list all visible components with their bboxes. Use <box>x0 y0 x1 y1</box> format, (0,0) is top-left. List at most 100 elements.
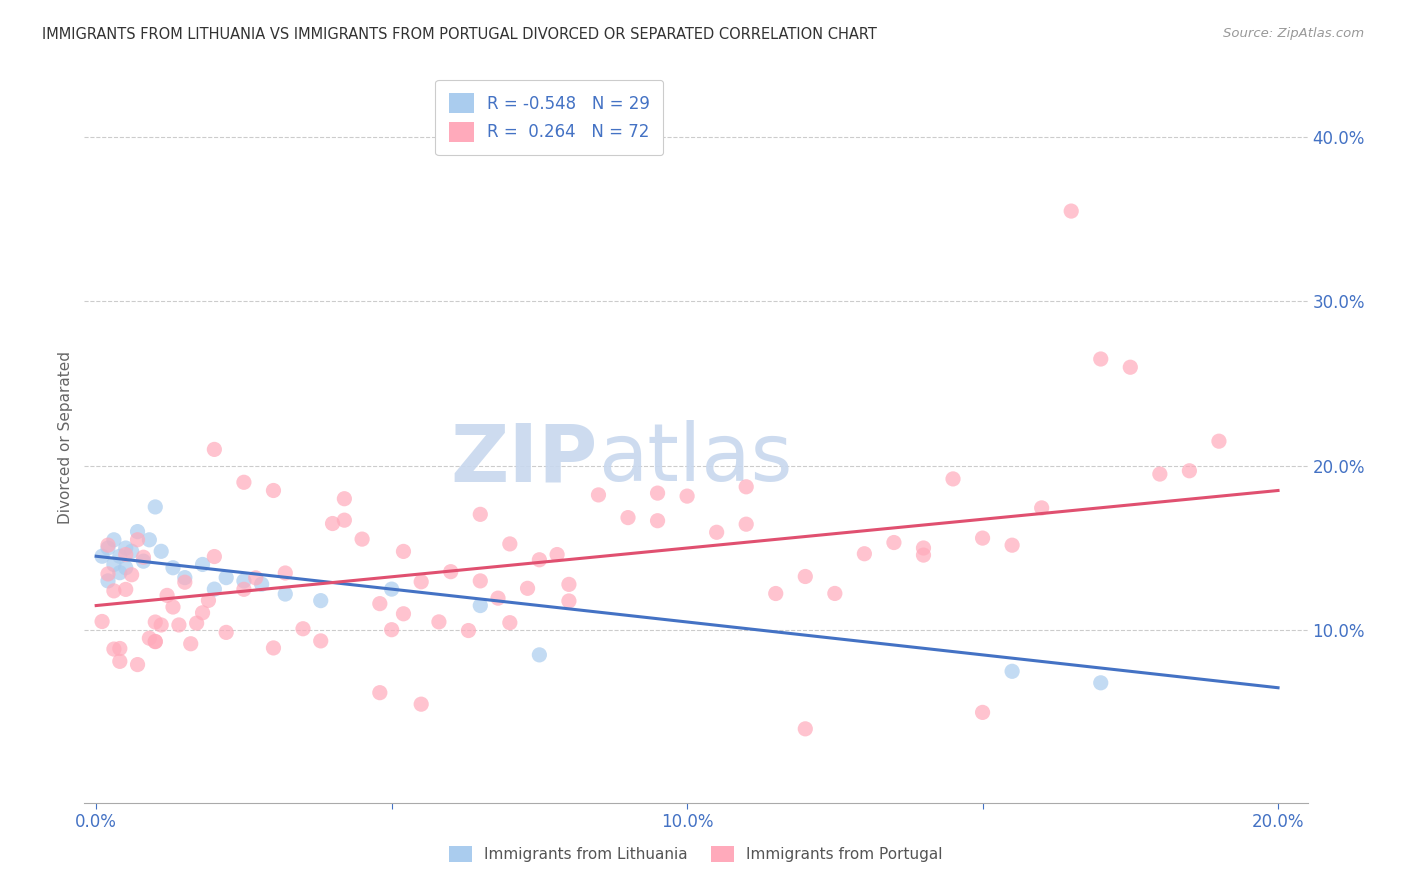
Point <box>309 593 332 607</box>
Point <box>392 544 415 558</box>
Point <box>232 475 254 490</box>
Point <box>470 599 492 613</box>
Point <box>156 588 179 602</box>
Point <box>1149 467 1171 481</box>
Point <box>97 574 120 588</box>
Point <box>1060 204 1083 219</box>
Point <box>558 594 581 608</box>
Point <box>352 532 374 546</box>
Point <box>1001 538 1024 552</box>
Point <box>114 582 136 597</box>
Point <box>411 697 433 711</box>
Point <box>150 544 173 558</box>
Point <box>108 641 131 656</box>
Point <box>309 633 332 648</box>
Point <box>486 591 509 606</box>
Point <box>411 574 433 589</box>
Point <box>186 616 208 631</box>
Point <box>114 548 136 562</box>
Point <box>853 547 876 561</box>
Point <box>457 624 479 638</box>
Point <box>108 654 131 668</box>
Point <box>333 513 356 527</box>
Point <box>162 600 184 615</box>
Point <box>180 637 202 651</box>
Text: IMMIGRANTS FROM LITHUANIA VS IMMIGRANTS FROM PORTUGAL DIVORCED OR SEPARATED CORR: IMMIGRANTS FROM LITHUANIA VS IMMIGRANTS … <box>42 27 877 42</box>
Point <box>942 472 965 486</box>
Point <box>1031 500 1053 515</box>
Point <box>114 560 136 574</box>
Point <box>368 597 391 611</box>
Point <box>191 606 214 620</box>
Point <box>381 582 404 596</box>
Point <box>735 480 758 494</box>
Point <box>232 582 254 597</box>
Point <box>143 634 166 648</box>
Point <box>97 566 120 581</box>
Point <box>546 548 568 562</box>
Point <box>883 535 905 549</box>
Point <box>108 549 131 564</box>
Point <box>1119 360 1142 375</box>
Point <box>676 489 699 503</box>
Y-axis label: Divorced or Separated: Divorced or Separated <box>58 351 73 524</box>
Point <box>173 571 195 585</box>
Point <box>108 566 131 580</box>
Point <box>1208 434 1230 449</box>
Point <box>103 583 125 598</box>
Point <box>197 593 219 607</box>
Point <box>162 560 184 574</box>
Point <box>972 531 994 545</box>
Point <box>127 533 149 547</box>
Point <box>274 566 297 580</box>
Point <box>138 533 160 547</box>
Point <box>647 486 669 500</box>
Point <box>292 622 315 636</box>
Point <box>150 618 173 632</box>
Point <box>114 541 136 555</box>
Point <box>138 631 160 645</box>
Point <box>735 517 758 532</box>
Point <box>765 586 787 600</box>
Point <box>167 618 190 632</box>
Point <box>191 558 214 572</box>
Point <box>1178 464 1201 478</box>
Legend: Immigrants from Lithuania, Immigrants from Portugal: Immigrants from Lithuania, Immigrants fr… <box>443 840 949 868</box>
Point <box>127 524 149 539</box>
Text: atlas: atlas <box>598 420 793 498</box>
Point <box>103 558 125 572</box>
Point <box>262 640 284 655</box>
Point <box>103 642 125 657</box>
Point <box>97 538 120 552</box>
Point <box>529 553 551 567</box>
Point <box>97 541 120 555</box>
Point <box>91 615 114 629</box>
Point <box>368 686 391 700</box>
Point <box>121 544 143 558</box>
Point <box>529 648 551 662</box>
Point <box>1001 665 1024 679</box>
Point <box>794 722 817 736</box>
Point <box>215 571 238 585</box>
Point <box>215 625 238 640</box>
Point <box>333 491 356 506</box>
Point <box>427 615 450 629</box>
Point <box>202 582 225 596</box>
Point <box>143 615 166 629</box>
Point <box>262 483 284 498</box>
Point <box>274 587 297 601</box>
Point <box>121 567 143 582</box>
Point <box>912 548 935 562</box>
Point <box>1090 351 1112 366</box>
Text: Source: ZipAtlas.com: Source: ZipAtlas.com <box>1223 27 1364 40</box>
Point <box>516 582 538 596</box>
Point <box>322 516 344 531</box>
Point <box>245 571 267 585</box>
Point <box>1090 675 1112 690</box>
Point <box>103 533 125 547</box>
Point <box>250 577 273 591</box>
Point <box>202 442 225 457</box>
Point <box>392 607 415 621</box>
Point <box>143 500 166 514</box>
Point <box>499 537 522 551</box>
